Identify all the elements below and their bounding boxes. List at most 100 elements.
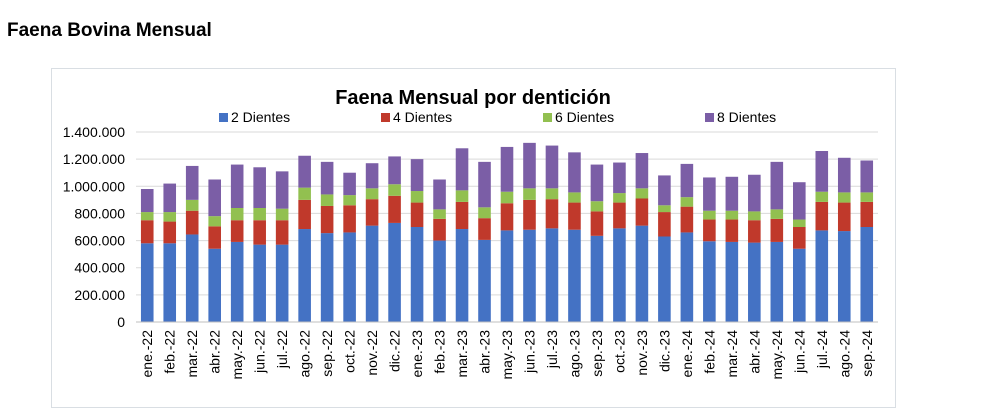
bar-segment bbox=[275, 220, 289, 245]
bar-segment bbox=[590, 211, 604, 236]
bar-segment bbox=[500, 146, 514, 192]
bar-segment bbox=[478, 207, 491, 219]
y-tick-label: 0 bbox=[117, 314, 125, 330]
bar-segment bbox=[230, 208, 244, 221]
bar-segment bbox=[388, 156, 401, 185]
bar-segment bbox=[365, 188, 379, 200]
legend-item: 8 Dientes bbox=[705, 109, 776, 125]
x-tick-label: ene.-24 bbox=[679, 330, 695, 378]
x-tick-label: dic.-23 bbox=[656, 330, 672, 372]
bar-segment bbox=[140, 243, 154, 322]
bar-segment bbox=[275, 244, 289, 322]
bar-segment bbox=[613, 228, 626, 322]
bar-segment bbox=[410, 202, 424, 227]
bar-segment bbox=[748, 220, 761, 243]
legend-item: 2 Dientes bbox=[219, 109, 290, 125]
bar-segment bbox=[230, 241, 244, 322]
bar-segment bbox=[163, 243, 177, 322]
bar-segment bbox=[388, 222, 401, 322]
x-tick-label: ago.-24 bbox=[836, 330, 852, 378]
bar-segment bbox=[320, 233, 334, 322]
bar-segment bbox=[568, 192, 581, 203]
bar-segment bbox=[748, 211, 761, 221]
x-tick-label: mar.-22 bbox=[184, 330, 200, 378]
bar-segment bbox=[478, 239, 491, 322]
bar-segment bbox=[748, 174, 761, 212]
bar-segment bbox=[703, 219, 716, 242]
bar-segment bbox=[523, 229, 536, 322]
x-tick-label: ago.-22 bbox=[297, 330, 313, 378]
y-axis: 0 200.000 400.000 600.000 800.000 1.000.000 1.… bbox=[63, 124, 126, 330]
bar-segment bbox=[410, 227, 424, 322]
x-tick-label: oct.-22 bbox=[342, 330, 358, 373]
x-tick-label: may.-22 bbox=[229, 330, 245, 380]
bar-segment bbox=[590, 235, 604, 322]
bar-segment bbox=[680, 197, 694, 207]
bar-segment bbox=[658, 236, 671, 322]
bar-segment bbox=[455, 148, 469, 191]
bar-segment bbox=[500, 191, 514, 204]
bar-segment bbox=[208, 248, 221, 322]
page-heading: Faena Bovina Mensual bbox=[7, 20, 212, 41]
legend: 2 Dientes 4 Dientes 6 Dientes 8 Dientes bbox=[219, 109, 776, 125]
bar-segment bbox=[613, 162, 626, 194]
bar-segment bbox=[208, 179, 221, 217]
chart-title: Faena Mensual por dentición bbox=[335, 87, 611, 109]
y-tick-label: 1.200.000 bbox=[63, 151, 125, 167]
x-tick-label: oct.-23 bbox=[611, 330, 627, 373]
bar-segment bbox=[365, 199, 379, 226]
bar-segment bbox=[658, 175, 671, 206]
x-tick-label: abr.-24 bbox=[746, 330, 762, 374]
bar-segment bbox=[568, 229, 581, 322]
bar-segment bbox=[703, 241, 716, 322]
bar-segment bbox=[680, 232, 694, 322]
bar-segment bbox=[433, 179, 446, 210]
x-tick-label: jun.-23 bbox=[521, 330, 537, 374]
bar-segment bbox=[635, 198, 649, 226]
bar-segment bbox=[545, 145, 559, 189]
bar-segment bbox=[410, 191, 424, 203]
bar-segment bbox=[320, 205, 334, 234]
x-axis: ene.-22 feb.-22 mar.-22 abr.-22 may.-22 jun.-… bbox=[136, 321, 878, 380]
bar-segment bbox=[860, 227, 874, 322]
bar-segment bbox=[568, 152, 581, 193]
legend-label: 2 Dientes bbox=[231, 109, 290, 125]
bar-segment bbox=[343, 205, 356, 233]
bar-segment bbox=[860, 201, 874, 227]
bar-segment bbox=[253, 220, 266, 245]
bar-segment bbox=[500, 230, 514, 322]
bar-segment bbox=[793, 219, 806, 227]
bar-segment bbox=[455, 190, 469, 202]
y-tick-label: 1.000.000 bbox=[63, 178, 125, 194]
bar-segment bbox=[590, 201, 604, 212]
bar-segment bbox=[725, 210, 739, 220]
x-tick-label: sep.-23 bbox=[589, 330, 605, 377]
x-tick-label: nov.-22 bbox=[364, 330, 380, 376]
bar-segment bbox=[275, 171, 289, 209]
bar-segment bbox=[275, 208, 289, 221]
x-tick-label: mar.-24 bbox=[724, 330, 740, 378]
bar-segment bbox=[703, 210, 716, 220]
bar-segment bbox=[545, 199, 559, 229]
bar-segment bbox=[298, 187, 311, 200]
bar-segment bbox=[725, 219, 739, 242]
bar-segment bbox=[343, 232, 356, 322]
legend-item: 4 Dientes bbox=[381, 109, 452, 125]
x-tick-label: dic.-22 bbox=[387, 330, 403, 372]
bar-segment bbox=[478, 161, 491, 208]
legend-swatch bbox=[543, 113, 552, 122]
legend-swatch bbox=[219, 113, 228, 122]
legend-label: 4 Dientes bbox=[393, 109, 452, 125]
bar-segment bbox=[770, 209, 784, 219]
legend-item: 6 Dientes bbox=[543, 109, 614, 125]
bar-segment bbox=[455, 229, 469, 322]
bar-segment bbox=[748, 242, 761, 322]
bar-segment bbox=[815, 151, 829, 192]
x-tick-label: jun.-22 bbox=[252, 330, 268, 374]
legend-swatch bbox=[381, 113, 390, 122]
bar-segment bbox=[163, 183, 177, 213]
bar-segment bbox=[815, 230, 829, 322]
bar-segment bbox=[320, 161, 334, 195]
bar-segment bbox=[433, 218, 446, 241]
